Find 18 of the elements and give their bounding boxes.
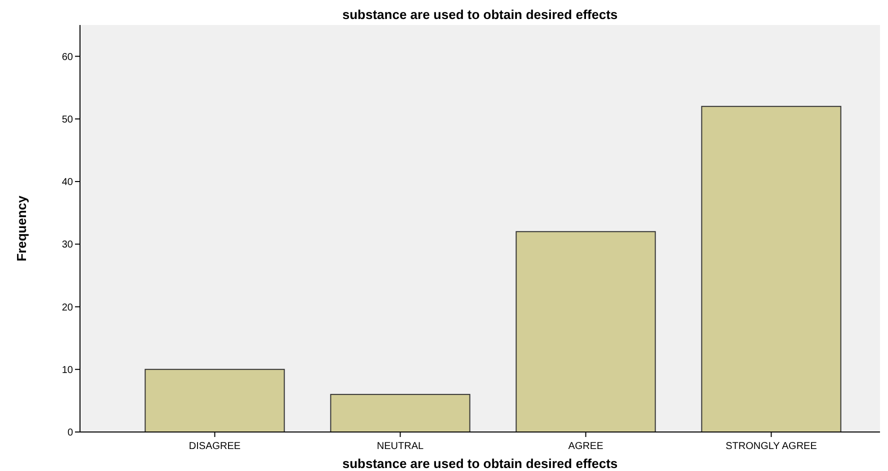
bar [516, 231, 656, 432]
y-axis-title: Frequency [14, 194, 29, 262]
bar [330, 394, 470, 432]
bar [144, 368, 285, 432]
chart-title: substance are used to obtain desired effects [342, 7, 618, 22]
y-tick-label: 30 [62, 240, 74, 251]
x-axis-title: substance are used to obtain desired effects [342, 456, 618, 471]
y-tick-label: 10 [62, 364, 74, 376]
x-tick-label: DISAGREE [188, 441, 241, 452]
x-tick-label: STRONGLY AGREE [726, 441, 818, 452]
y-tick-label: 0 [67, 428, 74, 438]
bar [701, 106, 842, 432]
x-tick-label: NEUTRAL [376, 441, 424, 452]
y-tick-label: 50 [62, 114, 74, 126]
x-tick-label: AGREE [568, 441, 604, 452]
y-tick-label: 60 [62, 52, 74, 63]
y-tick-label: 20 [62, 302, 74, 314]
y-tick-label: 40 [62, 177, 74, 188]
